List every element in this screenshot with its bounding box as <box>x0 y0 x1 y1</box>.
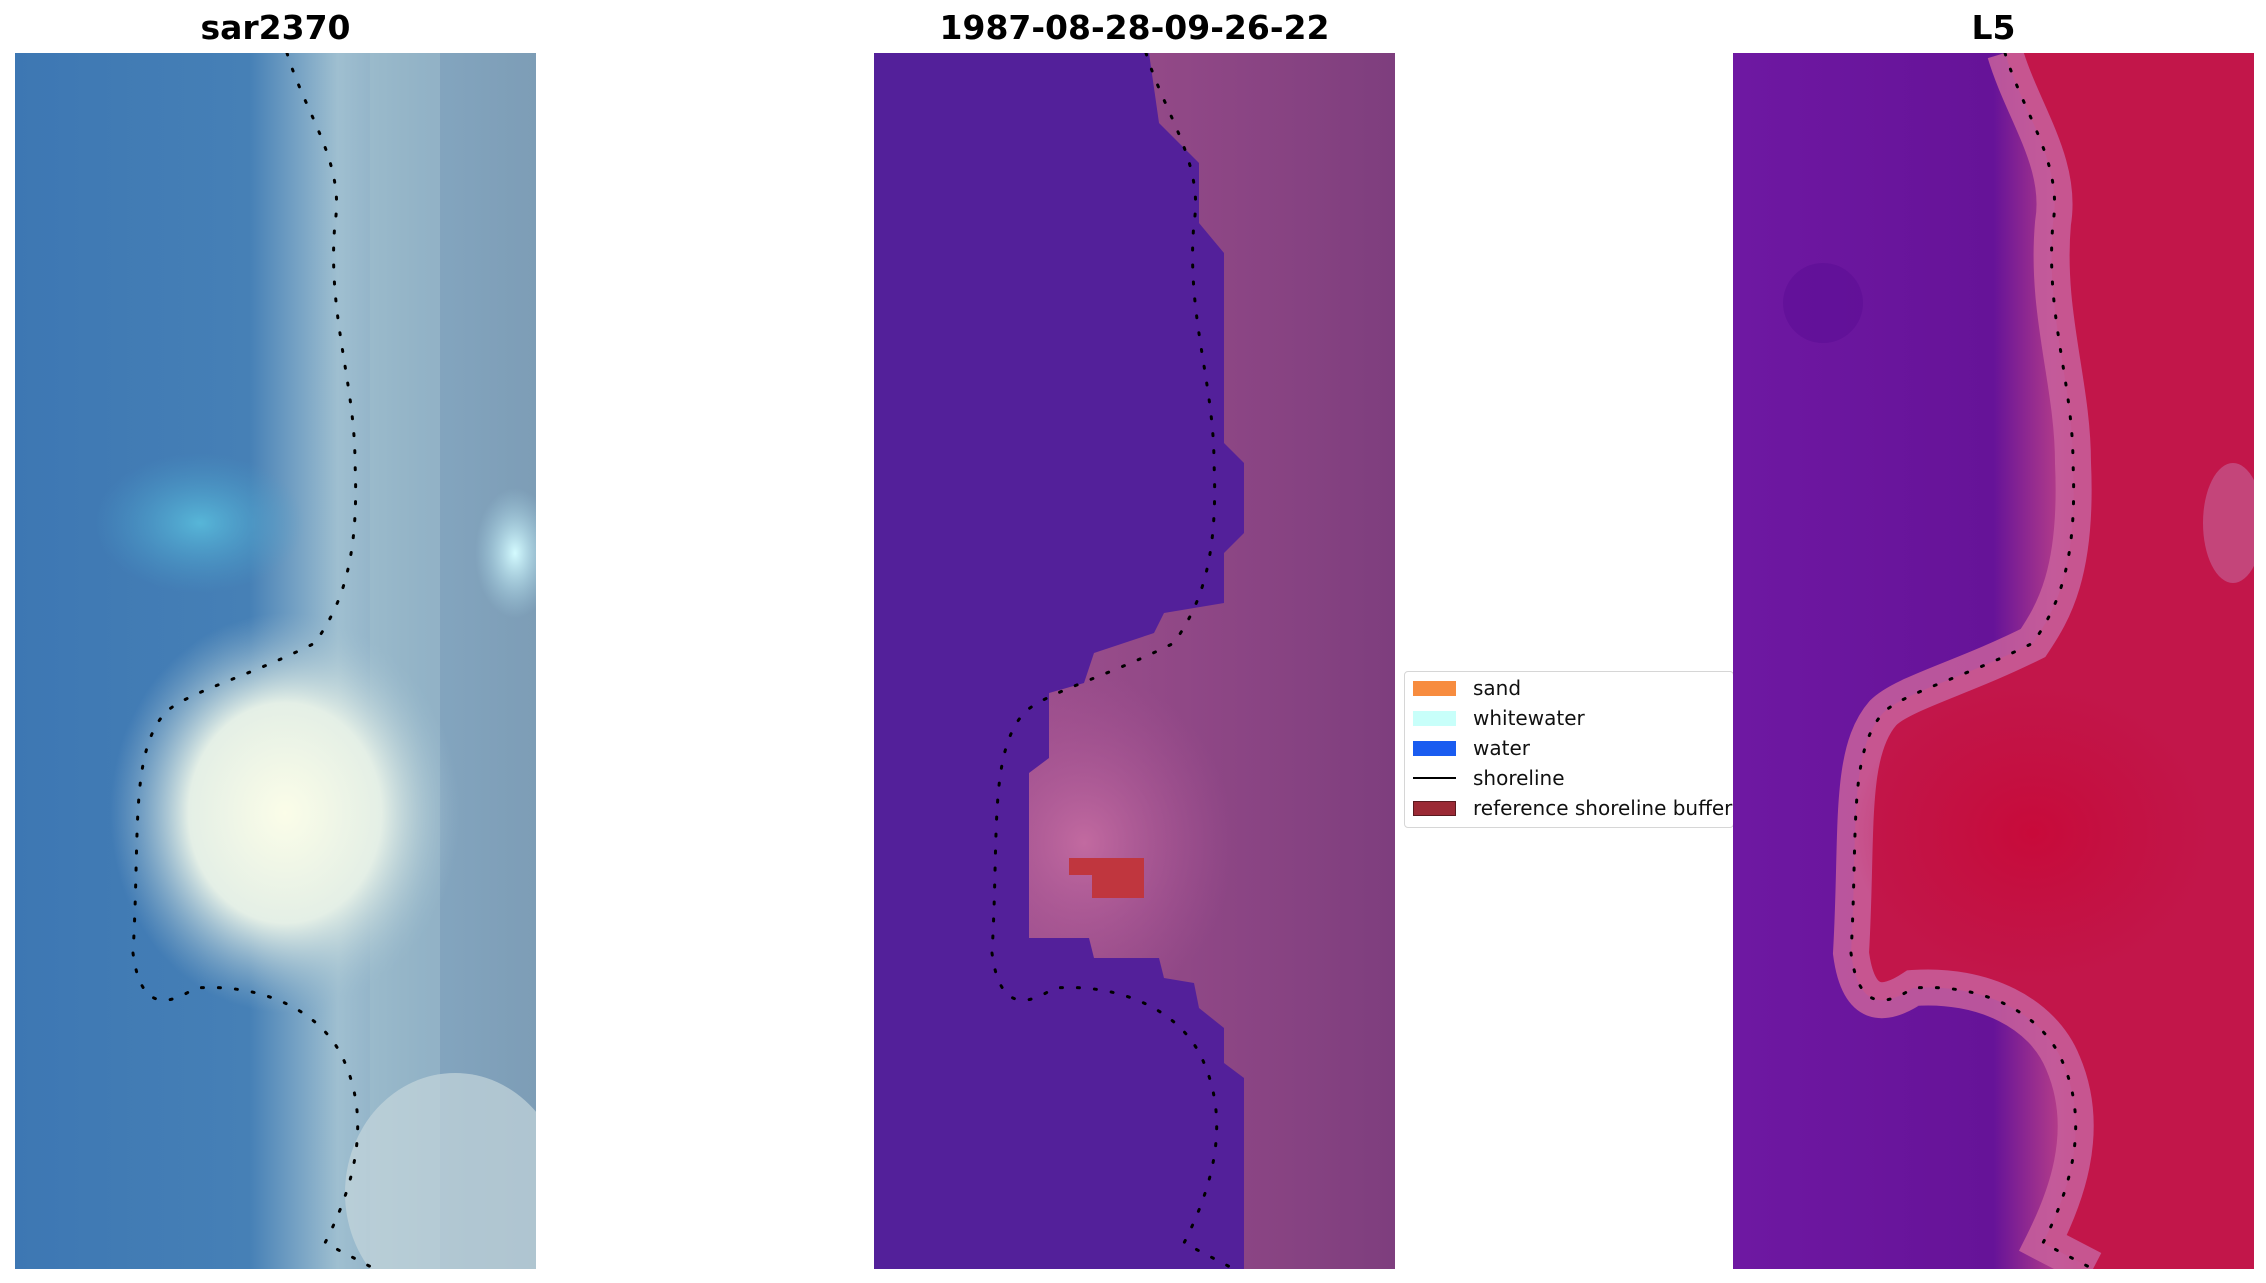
legend: sand whitewater water shoreline referenc… <box>1404 671 1734 828</box>
legend-item-shoreline: shoreline <box>1413 765 1565 791</box>
legend-item-whitewater: whitewater <box>1413 705 1585 731</box>
legend-item-reference-buffer: reference shoreline buffer <box>1413 795 1732 821</box>
index-panel <box>1733 53 2254 1269</box>
legend-label: whitewater <box>1473 706 1585 730</box>
whitewater-swatch <box>1413 710 1456 726</box>
rgb-image <box>15 53 536 1269</box>
water-class-region <box>874 53 1244 1269</box>
panel-title-rgb: sar2370 <box>200 8 351 47</box>
classification-image <box>874 53 1395 1269</box>
rgb-image-panel <box>15 53 536 1269</box>
legend-label: water <box>1473 736 1530 760</box>
reference-buffer-swatch <box>1413 800 1456 816</box>
water-swatch <box>1413 740 1456 756</box>
panel-title-classification: 1987-08-28-09-26-22 <box>939 8 1330 47</box>
panel-title-index: L5 <box>1971 8 2016 47</box>
classification-panel <box>874 53 1395 1269</box>
legend-item-water: water <box>1413 735 1530 761</box>
legend-label: shoreline <box>1473 766 1565 790</box>
reference-buffer-patch <box>1069 858 1144 898</box>
shoreline-line-swatch <box>1413 776 1456 780</box>
legend-item-sand: sand <box>1413 675 1521 701</box>
sand-swatch <box>1413 680 1456 696</box>
index-image <box>1733 53 2254 1269</box>
legend-label: reference shoreline buffer <box>1473 796 1733 820</box>
legend-label: sand <box>1473 676 1522 700</box>
